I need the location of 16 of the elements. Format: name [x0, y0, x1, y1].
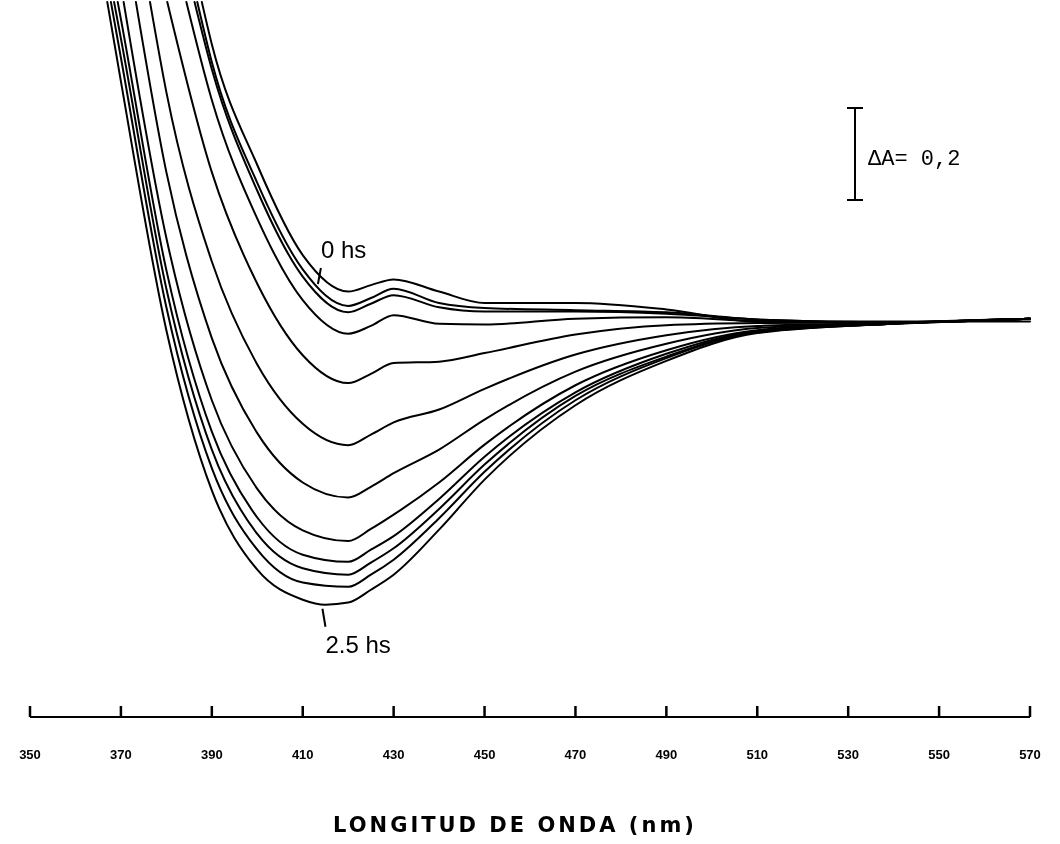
annotation: ΔA= 0,2 [868, 147, 961, 172]
x-tick-label: 350 [19, 747, 41, 762]
x-tick-label: 470 [564, 747, 587, 762]
x-tick-label: 410 [291, 747, 314, 762]
x-tick-label: 530 [837, 747, 860, 762]
x-tick-label: 550 [928, 747, 950, 762]
x-axis-title: LONGITUD DE ONDA (nm) [333, 813, 697, 837]
x-tick-label: 430 [382, 747, 405, 762]
annotation: 0 hs [320, 236, 367, 263]
x-tick-label: 510 [746, 747, 769, 762]
x-tick-label: 570 [1019, 747, 1041, 762]
annotation: 2.5 hs [325, 630, 391, 658]
x-tick-label: 490 [655, 747, 678, 762]
x-tick-label: 370 [110, 747, 132, 762]
x-tick-label: 450 [473, 747, 496, 762]
x-tick-label: 390 [200, 747, 223, 762]
